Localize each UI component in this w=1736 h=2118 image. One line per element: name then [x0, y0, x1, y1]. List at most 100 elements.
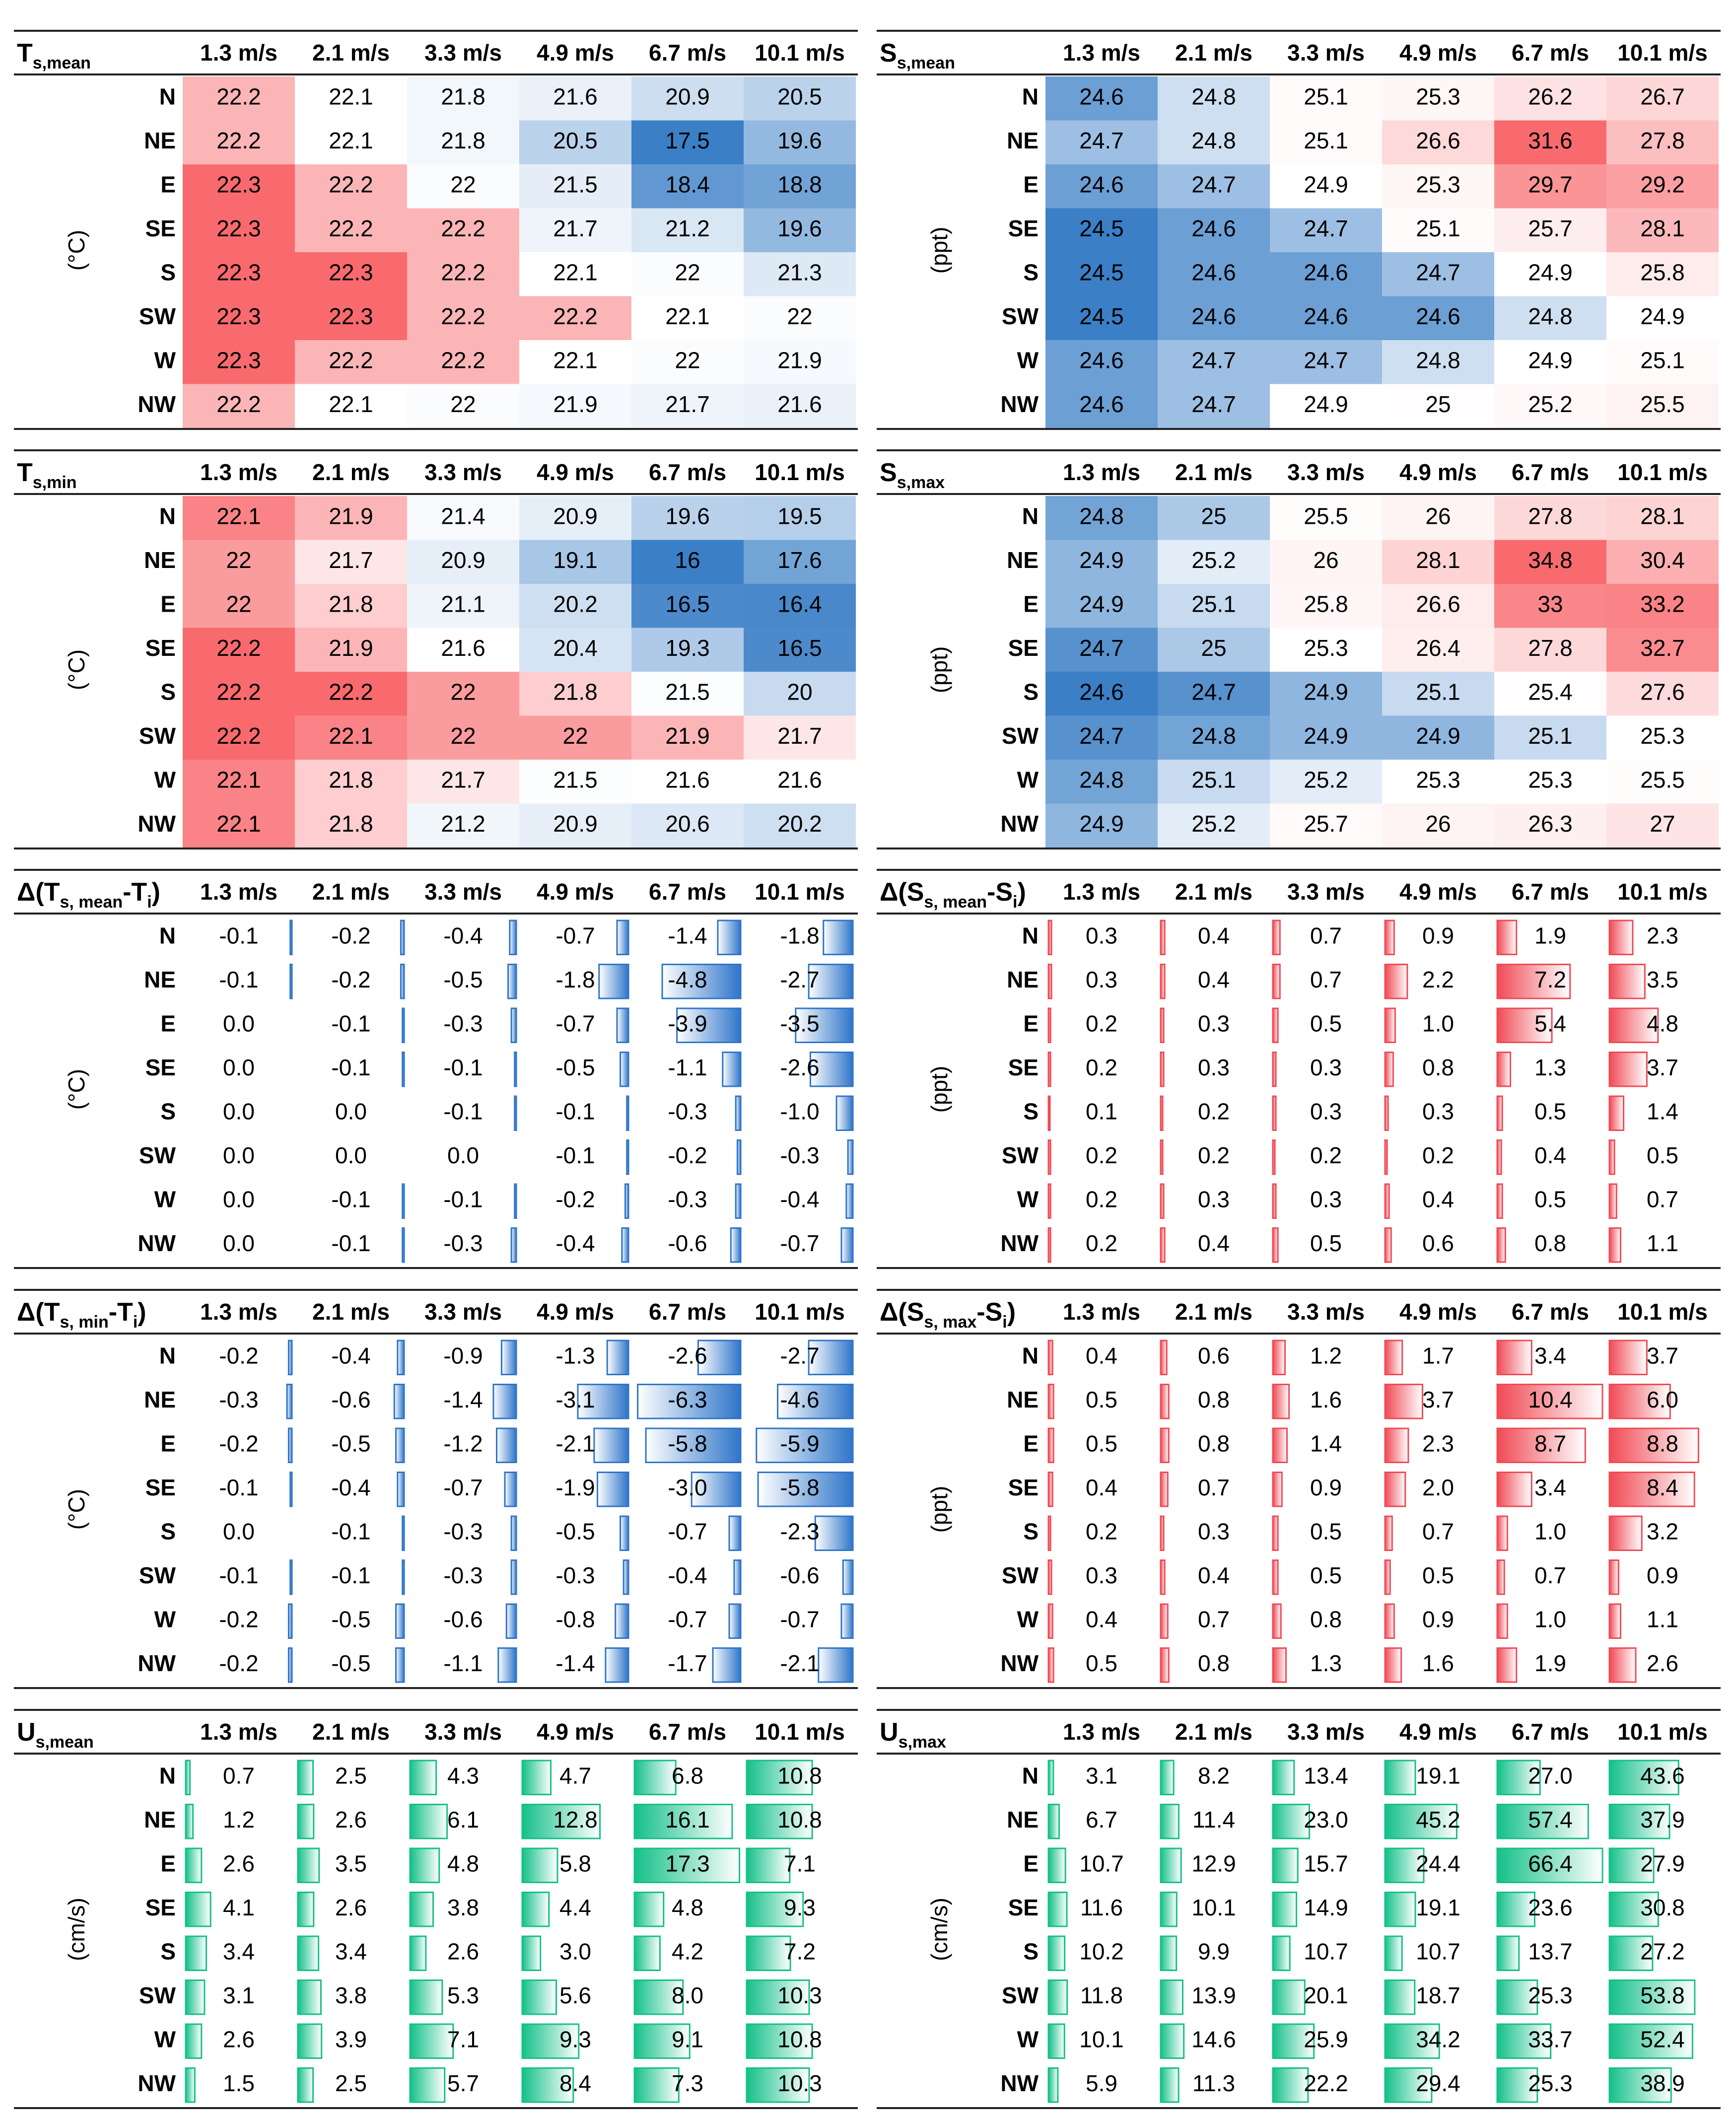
- data-bar: [1385, 920, 1394, 955]
- data-bar: [1609, 1096, 1624, 1130]
- row-label: W: [1017, 347, 1039, 373]
- column-header: 2.1 m/s: [1175, 1719, 1252, 1745]
- row-label: W: [1017, 1606, 1039, 1632]
- cell-value: 21.5: [553, 171, 598, 197]
- row-label: W: [1017, 1186, 1039, 1212]
- cell-value: 27.8: [1640, 128, 1685, 153]
- cell-value: 24.9: [1304, 723, 1348, 749]
- cell-value: 29.4: [1416, 2070, 1460, 2096]
- data-bar: [836, 1096, 853, 1130]
- data-bar: [736, 1096, 741, 1130]
- cell-value: 10.1: [1191, 1895, 1236, 1920]
- column-header: 4.9 m/s: [537, 40, 614, 66]
- cell-value: 27.8: [1528, 635, 1573, 661]
- cell-value: -1.8: [556, 967, 595, 992]
- cell-value: 20.9: [553, 811, 598, 837]
- data-bar: [1497, 920, 1517, 955]
- cell-value: 21.4: [441, 503, 486, 529]
- row-label: E: [1023, 1010, 1039, 1036]
- cell-value: -3.5: [780, 1010, 819, 1036]
- data-bar: [298, 1936, 319, 1971]
- row-label: N: [1022, 1342, 1039, 1368]
- data-bar: [1609, 920, 1633, 955]
- data-bar: [1273, 1053, 1276, 1087]
- cell-value: -0.3: [443, 1010, 483, 1036]
- cell-value: -0.7: [668, 1606, 707, 1632]
- cell-value: 20.5: [553, 128, 598, 153]
- cell-value: 25.5: [1640, 391, 1685, 417]
- cell-value: 3.4: [1534, 1475, 1566, 1500]
- row-label: NE: [144, 128, 176, 153]
- cell-value: 0.2: [1310, 1142, 1342, 1168]
- panel-title: Δ(Ss, mean-Si): [880, 878, 1026, 912]
- data-bar: [1273, 1516, 1278, 1551]
- cell-value: 5.4: [1534, 1010, 1566, 1036]
- cell-value: -4.8: [668, 967, 707, 992]
- column-header: 1.3 m/s: [1063, 1719, 1140, 1745]
- cell-value: 3.7: [1647, 1342, 1678, 1368]
- cell-value: -0.5: [331, 1650, 370, 1676]
- data-bar: [1161, 1473, 1168, 1507]
- cell-value: 22.3: [216, 171, 261, 197]
- unit-label: (ppt): [926, 1066, 952, 1113]
- cell-value: -3.9: [668, 1010, 707, 1036]
- data-bar: [403, 1008, 404, 1043]
- cell-value: 4.8: [672, 1895, 703, 1920]
- data-bar: [1385, 1228, 1391, 1263]
- cell-value: 0.7: [1310, 967, 1342, 992]
- table-panel-5: Δ(Ts, mean-Ti) 1.3 m/s 2.1 m/s 3.3 m/s 4.9 m…: [14, 870, 858, 1268]
- cell-value: 22.2: [441, 347, 486, 373]
- cell-value: 52.4: [1640, 2026, 1685, 2052]
- cell-value: -1.4: [668, 922, 707, 948]
- row-label: NW: [138, 391, 176, 417]
- cell-value: 26.7: [1640, 83, 1685, 109]
- cell-value: 10.8: [777, 2026, 822, 2052]
- cell-value: 1.6: [1422, 1650, 1454, 1676]
- data-bar: [1385, 1385, 1422, 1419]
- data-bar: [1048, 1893, 1067, 1927]
- cell-value: 11.3: [1192, 2070, 1235, 2096]
- cell-value: 0.6: [1198, 1342, 1230, 1368]
- cell-value: -2.7: [780, 967, 819, 992]
- cell-value: 25.3: [1528, 767, 1573, 792]
- row-label: NW: [138, 811, 176, 837]
- data-bar: [522, 1893, 549, 1927]
- data-bar: [1609, 1341, 1647, 1375]
- cell-value: 0.4: [1198, 967, 1230, 992]
- cell-value: -0.5: [331, 1430, 370, 1456]
- data-bar: [511, 1516, 516, 1551]
- data-bar: [1161, 1560, 1165, 1595]
- cell-value: 17.5: [665, 128, 710, 153]
- data-bar: [819, 1648, 853, 1683]
- table-panel-1: Ts,mean 1.3 m/s 2.1 m/s 3.3 m/s 4.9 m/s 6.7 m…: [14, 31, 858, 429]
- data-bar: [621, 1516, 628, 1551]
- cell-value: 0.0: [223, 1055, 255, 1080]
- cell-value: 24.7: [1079, 723, 1124, 749]
- panel-title: Δ(Ts, min-Ti): [17, 1298, 146, 1332]
- column-header: 1.3 m/s: [1063, 40, 1140, 66]
- cell-value: 28.1: [1640, 215, 1685, 241]
- cell-value: 21.6: [777, 767, 822, 792]
- row-label: SW: [1002, 1562, 1039, 1588]
- cell-value: 3.4: [223, 1938, 255, 1964]
- row-label: SW: [139, 1562, 176, 1588]
- data-bar: [1048, 1761, 1053, 1795]
- cell-value: -5.9: [780, 1430, 819, 1456]
- data-bar: [625, 1184, 628, 1218]
- row-label: W: [154, 1606, 176, 1632]
- table-panel-6: Δ(Ss, mean-Si) 1.3 m/s 2.1 m/s 3.3 m/s 4.9 m…: [877, 870, 1721, 1268]
- cell-value: 0.8: [1198, 1430, 1230, 1456]
- data-bar: [522, 1980, 556, 2015]
- cell-value: 3.8: [447, 1895, 479, 1920]
- cell-value: 17.3: [665, 1850, 710, 1876]
- data-bar: [1497, 1560, 1504, 1595]
- cell-value: -1.1: [668, 1055, 707, 1080]
- data-bar: [1497, 1473, 1531, 1507]
- cell-value: 0.0: [223, 1230, 255, 1256]
- cell-value: 3.5: [1647, 967, 1678, 992]
- data-bar: [624, 1560, 628, 1595]
- data-bar: [522, 1761, 551, 1795]
- column-header: 6.7 m/s: [1512, 459, 1589, 485]
- data-bar: [1273, 1228, 1278, 1263]
- data-bar: [1609, 1184, 1616, 1218]
